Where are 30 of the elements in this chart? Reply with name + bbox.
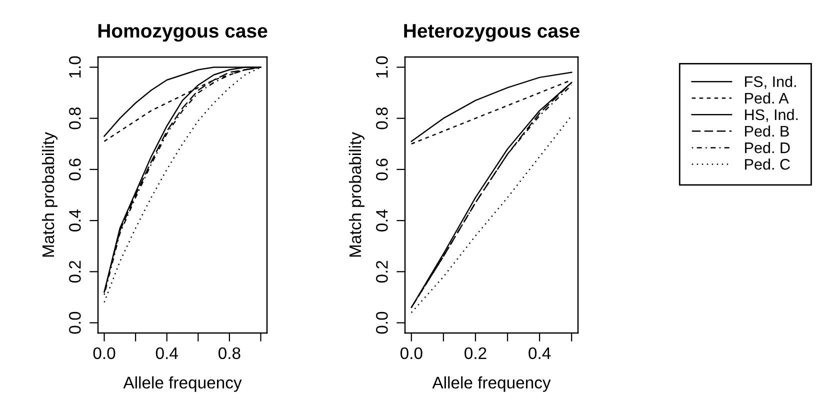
legend-label: Ped. D [745,142,790,154]
y-tick-label: 0.6 [69,158,81,180]
x-tick-label: 0.4 [528,347,551,360]
x-axis-title: Allele frequency [432,376,551,392]
y-tick-label: 0.0 [376,312,388,334]
chart-title: Homozygous case [98,24,268,42]
y-tick-label: 0.2 [69,260,81,283]
x-tick-label: 0.0 [93,347,116,360]
legend-label: Ped. C [745,158,790,170]
y-tick-label: 1.0 [376,56,388,78]
x-tick-label: 0.2 [464,347,486,360]
y-tick-label: 0.4 [69,209,81,232]
y-tick-label: 0.0 [69,312,81,334]
legend-label: FS, Ind. [745,76,796,89]
x-axis-title: Allele frequency [123,376,242,392]
y-tick-label: 0.8 [69,107,81,130]
y-tick-label: 0.8 [376,107,388,130]
y-tick-label: 0.6 [376,158,388,180]
y-axis-title: Match probability [348,132,364,257]
x-tick-label: 0.0 [400,347,422,360]
y-tick-label: 0.2 [376,260,388,283]
legend-label: HS, Ind. [745,108,798,122]
legend-label: Ped. A [745,92,789,104]
y-axis-title: Match probability [42,132,58,257]
x-tick-label: 0.8 [218,347,240,360]
chart-title: Heterozygous case [404,24,580,42]
y-tick-label: 0.4 [376,209,388,232]
y-tick-label: 1.0 [69,56,81,78]
x-tick-label: 0.4 [156,347,178,360]
legend-label: Ped. B [745,125,789,137]
